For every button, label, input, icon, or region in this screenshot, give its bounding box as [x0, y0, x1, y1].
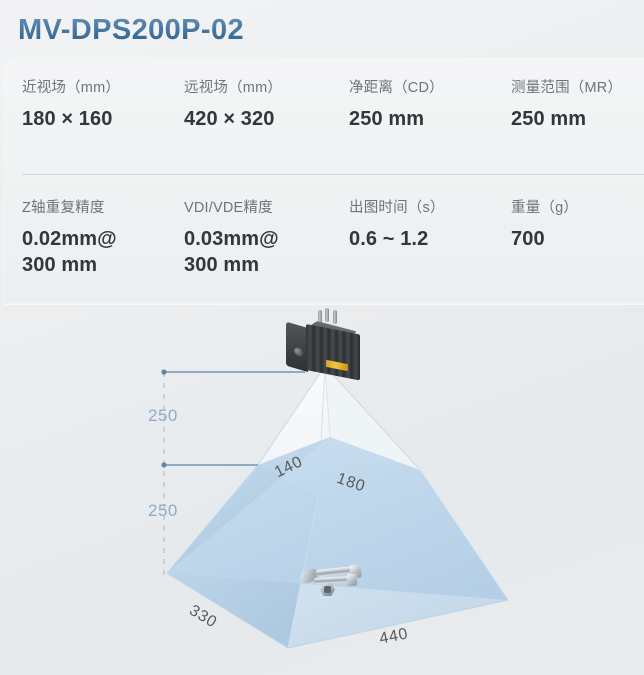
axis-label-measurement-range: 250 — [148, 501, 178, 520]
divider — [22, 174, 644, 175]
spec-label: Z轴重复精度 — [22, 200, 105, 216]
hex-nut-hole — [324, 586, 331, 593]
clearance-cone-facet-back-left — [258, 366, 330, 465]
cone-edge — [257, 365, 326, 466]
bolt-head — [346, 573, 358, 587]
spec-label: 净距离（CD） — [349, 80, 444, 96]
camera-finned-face — [306, 324, 360, 381]
spec-label: 出图时间（s） — [349, 200, 445, 216]
cone-edge — [324, 365, 331, 438]
leader-dot-top — [161, 369, 167, 375]
spec-cell-far-field: 远视场（mm） 420 × 320 — [184, 78, 349, 132]
spec-value: 0.03mm@ 300 mm — [184, 228, 279, 276]
camera-device-icon — [286, 308, 368, 381]
spec-value: 700 — [511, 228, 545, 250]
cable-bundle-icon — [318, 308, 344, 324]
spec-value: 420 × 320 — [184, 108, 275, 130]
spec-label: VDI/VDE精度 — [184, 200, 273, 216]
page-title: MV-DPS200P-02 — [18, 14, 245, 46]
spec-cell-clearance-distance: 净距离（CD） 250 mm — [349, 78, 511, 132]
spec-cell-vdi-vde-accuracy: VDI/VDE精度 0.03mm@ 300 mm — [184, 198, 349, 278]
spec-cell-near-field: 近视场（mm） 180 × 160 — [22, 78, 184, 132]
bolts-and-nut-icon — [298, 560, 368, 598]
axis-label-clearance-distance: 250 — [148, 406, 178, 425]
spec-value: 0.02mm@ 300 mm — [22, 228, 117, 276]
frustum-illustration — [161, 365, 509, 649]
cable — [333, 310, 337, 324]
spec-label: 重量（g） — [511, 200, 579, 216]
spec-cell-z-axis-repeatability: Z轴重复精度 0.02mm@ 300 mm — [22, 198, 184, 278]
field-of-view-diagram — [0, 300, 644, 675]
spec-value: 250 mm — [511, 108, 587, 130]
leader-dot-near-plane — [161, 462, 167, 468]
spec-label: 近视场（mm） — [22, 80, 121, 96]
cable — [325, 308, 329, 322]
spec-label: 远视场（mm） — [184, 80, 283, 96]
frustum-edge-left — [166, 464, 259, 574]
spec-value: 0.6 ~ 1.2 — [349, 228, 429, 250]
spec-row: 近视场（mm） 180 × 160 远视场（mm） 420 × 320 净距离（… — [4, 78, 644, 132]
specification-card: 近视场（mm） 180 × 160 远视场（mm） 420 × 320 净距离（… — [4, 57, 644, 305]
spec-row: Z轴重复精度 0.02mm@ 300 mm VDI/VDE精度 0.03mm@ … — [4, 198, 644, 278]
frustum-edge-right — [419, 469, 509, 601]
spec-cell-measurement-range: 测量范围（MR） 250 mm — [511, 78, 644, 132]
spec-value: 250 mm — [349, 108, 425, 130]
spec-cell-weight: 重量（g） 700 — [511, 198, 644, 278]
spec-label: 测量范围（MR） — [511, 80, 623, 96]
cone-edge — [324, 365, 421, 471]
spec-cell-output-time: 出图时间（s） 0.6 ~ 1.2 — [349, 198, 511, 278]
frustum-face-back-right — [167, 437, 508, 600]
spec-value: 180 × 160 — [22, 108, 113, 130]
cable — [318, 310, 322, 324]
